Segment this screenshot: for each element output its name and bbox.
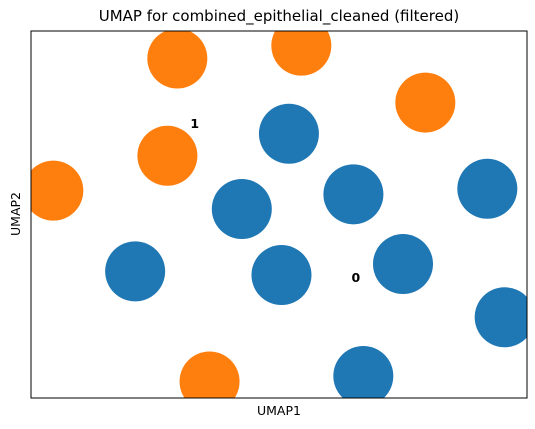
cluster-label-0: 0 <box>352 270 361 285</box>
cluster-0-point-0 <box>258 103 319 164</box>
cluster-1-point-1 <box>271 31 332 76</box>
chart-title: UMAP for combined_epithelial_cleaned (fi… <box>99 7 459 26</box>
plot-frame <box>30 30 528 399</box>
cluster-1-point-5 <box>179 351 240 398</box>
cluster-0-point-7 <box>474 287 527 348</box>
cluster-0-point-2 <box>457 158 518 219</box>
y-axis-label: UMAP2 <box>8 192 23 236</box>
cluster-0-point-8 <box>333 345 394 398</box>
cluster-1-point-0 <box>147 31 208 89</box>
cluster-label-1: 1 <box>190 116 199 131</box>
cluster-1-point-2 <box>395 72 456 133</box>
scatter-points-layer <box>31 31 527 398</box>
cluster-0-point-1 <box>323 164 384 225</box>
x-axis-label: UMAP1 <box>257 403 301 418</box>
cluster-0-point-5 <box>251 245 312 306</box>
cluster-1-point-4 <box>31 160 84 221</box>
cluster-0-point-4 <box>105 241 166 302</box>
cluster-0-point-3 <box>211 178 272 239</box>
cluster-labels-layer: 10 <box>190 116 360 285</box>
cluster-1-point-3 <box>137 125 198 186</box>
cluster-0-point-6 <box>373 234 433 295</box>
